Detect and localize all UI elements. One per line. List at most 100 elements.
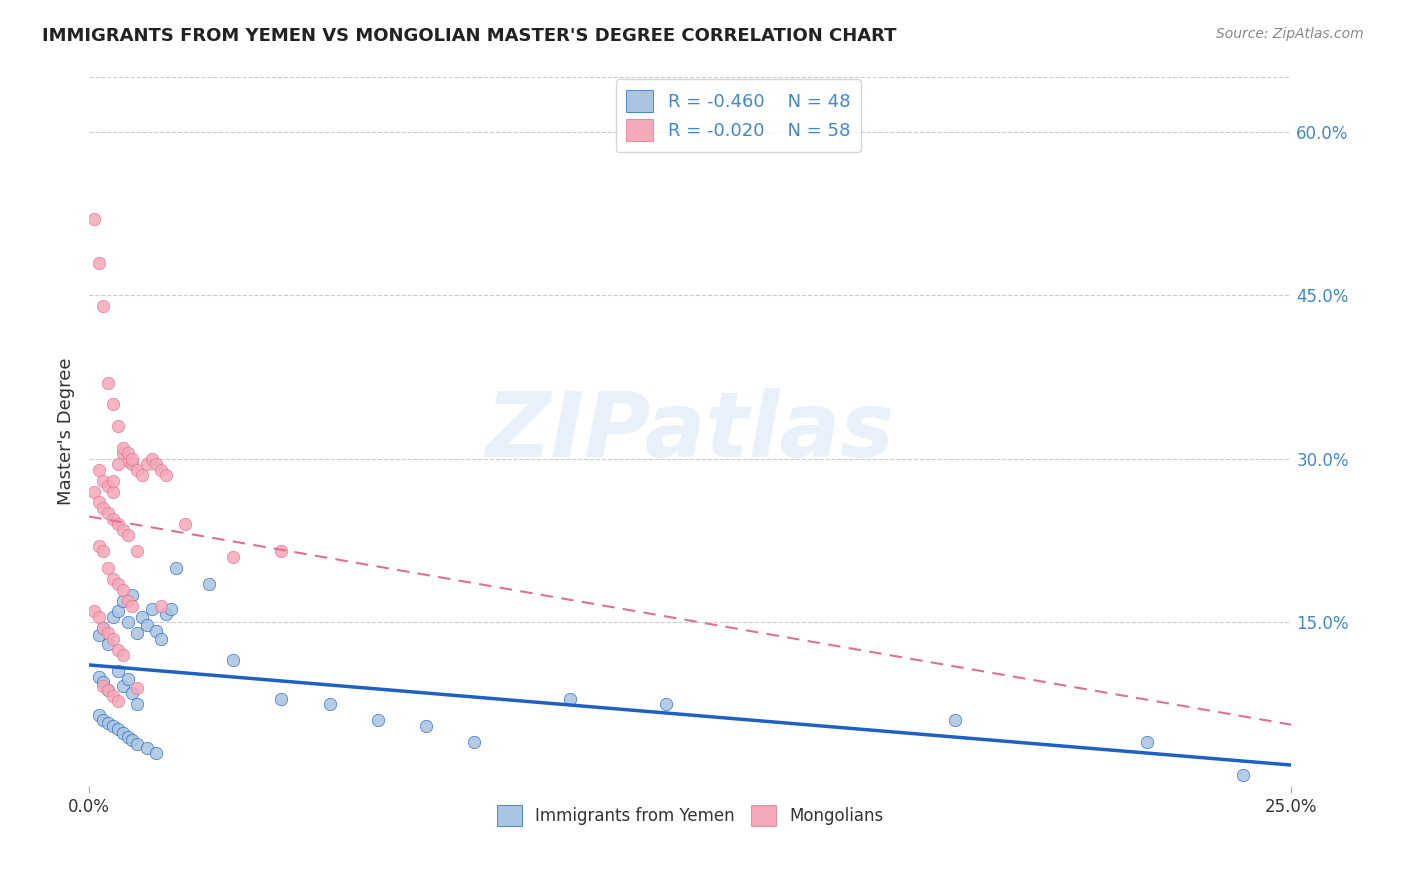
Point xyxy=(160,602,183,616)
Point xyxy=(111,593,134,607)
Point xyxy=(107,419,129,434)
Point xyxy=(121,686,143,700)
Legend: Immigrants from Yemen, Mongolians: Immigrants from Yemen, Mongolians xyxy=(488,797,893,834)
Point xyxy=(101,610,124,624)
Point xyxy=(1136,735,1159,749)
Point xyxy=(93,621,115,635)
Point xyxy=(135,617,157,632)
Point xyxy=(101,632,124,646)
Point xyxy=(101,572,124,586)
Point xyxy=(127,681,149,695)
Point xyxy=(111,446,134,460)
Point xyxy=(135,740,157,755)
Point xyxy=(121,588,143,602)
Point xyxy=(943,714,966,728)
Point xyxy=(127,626,149,640)
Point xyxy=(121,458,143,472)
Point xyxy=(198,577,221,591)
Point xyxy=(97,682,120,697)
Point xyxy=(141,451,163,466)
Point xyxy=(121,599,143,613)
Point xyxy=(107,458,129,472)
Point xyxy=(87,670,110,684)
Point xyxy=(150,463,173,477)
Point xyxy=(111,523,134,537)
Point xyxy=(121,733,143,747)
Point xyxy=(270,544,292,558)
Point xyxy=(87,610,110,624)
Point xyxy=(117,672,139,686)
Point xyxy=(93,299,115,313)
Point xyxy=(111,582,134,597)
Point xyxy=(111,679,134,693)
Point xyxy=(93,679,115,693)
Point xyxy=(117,528,139,542)
Point xyxy=(150,632,173,646)
Point xyxy=(97,715,120,730)
Point xyxy=(93,474,115,488)
Point xyxy=(107,642,129,657)
Point xyxy=(101,474,124,488)
Point xyxy=(117,446,139,460)
Point xyxy=(107,722,129,736)
Point xyxy=(1232,768,1254,782)
Point xyxy=(101,512,124,526)
Point xyxy=(367,714,389,728)
Point xyxy=(87,708,110,723)
Point xyxy=(558,691,581,706)
Point xyxy=(107,604,129,618)
Point xyxy=(463,735,485,749)
Point xyxy=(145,624,167,638)
Point xyxy=(97,506,120,520)
Point xyxy=(97,561,120,575)
Point xyxy=(87,463,110,477)
Point xyxy=(87,256,110,270)
Point xyxy=(97,376,120,390)
Text: IMMIGRANTS FROM YEMEN VS MONGOLIAN MASTER'S DEGREE CORRELATION CHART: IMMIGRANTS FROM YEMEN VS MONGOLIAN MASTE… xyxy=(42,27,897,45)
Point xyxy=(97,626,120,640)
Point xyxy=(107,577,129,591)
Point xyxy=(93,675,115,690)
Point xyxy=(97,682,120,697)
Point xyxy=(121,451,143,466)
Point xyxy=(111,441,134,455)
Point xyxy=(655,697,678,711)
Point xyxy=(111,726,134,740)
Point xyxy=(318,697,340,711)
Point xyxy=(107,665,129,679)
Point xyxy=(97,637,120,651)
Point xyxy=(165,561,187,575)
Y-axis label: Master's Degree: Master's Degree xyxy=(58,358,75,506)
Point xyxy=(270,691,292,706)
Point xyxy=(117,454,139,468)
Point xyxy=(127,738,149,752)
Point xyxy=(150,599,173,613)
Point xyxy=(222,549,245,564)
Point xyxy=(145,746,167,760)
Point xyxy=(127,544,149,558)
Point xyxy=(131,610,153,624)
Point xyxy=(101,484,124,499)
Point xyxy=(135,458,157,472)
Point xyxy=(87,628,110,642)
Text: ZIPatlas: ZIPatlas xyxy=(485,388,894,475)
Point xyxy=(155,607,177,621)
Point xyxy=(155,468,177,483)
Point xyxy=(87,539,110,553)
Point xyxy=(93,621,115,635)
Point xyxy=(117,615,139,630)
Point xyxy=(117,593,139,607)
Point xyxy=(93,544,115,558)
Point xyxy=(93,714,115,728)
Point xyxy=(107,517,129,532)
Point xyxy=(141,602,163,616)
Point xyxy=(222,653,245,667)
Text: Source: ZipAtlas.com: Source: ZipAtlas.com xyxy=(1216,27,1364,41)
Point xyxy=(117,730,139,744)
Point xyxy=(415,719,437,733)
Point xyxy=(101,690,124,704)
Point xyxy=(83,484,105,499)
Point xyxy=(97,479,120,493)
Point xyxy=(174,517,197,532)
Point xyxy=(131,468,153,483)
